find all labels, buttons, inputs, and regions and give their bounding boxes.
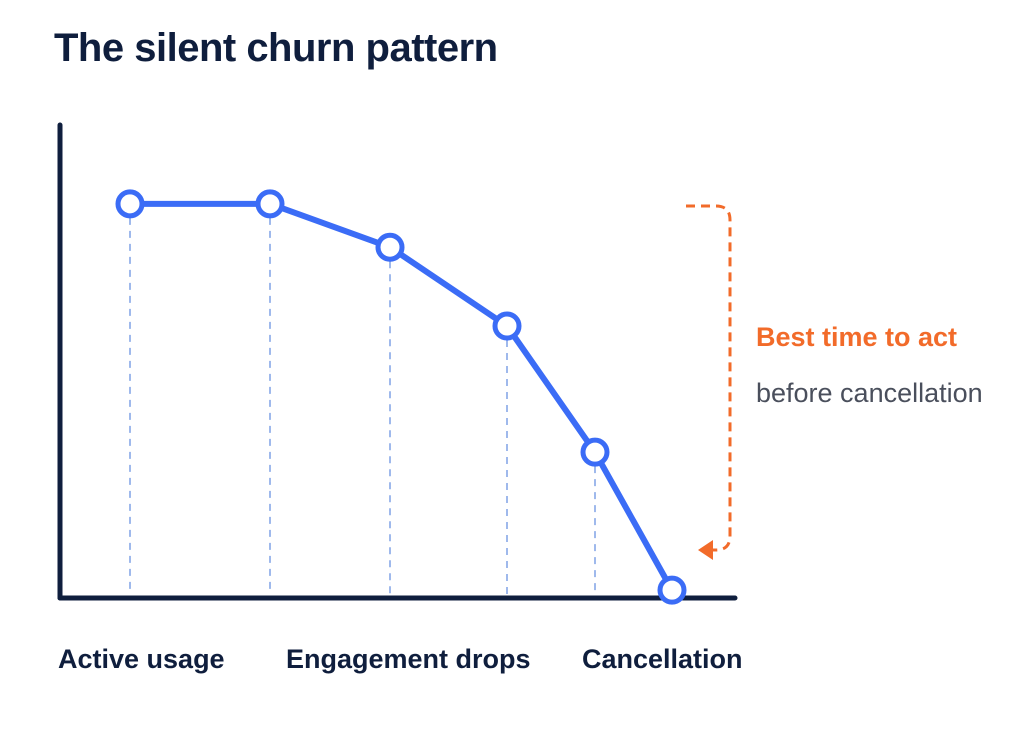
x-label-active-usage: Active usage xyxy=(58,644,225,674)
data-point-1 xyxy=(255,189,285,219)
x-label-cancellation: Cancellation xyxy=(582,644,743,674)
data-point-5 xyxy=(657,575,687,605)
x-label-engagement-drops: Engagement drops xyxy=(286,644,531,674)
annotation-subtitle: before cancellation xyxy=(756,378,983,408)
data-point-3 xyxy=(492,311,522,341)
series-line xyxy=(127,200,675,594)
data-point-4 xyxy=(580,437,610,467)
annotation-bracket xyxy=(686,204,732,552)
annotation-arrow-icon xyxy=(698,540,713,560)
chart-title: The silent churn pattern xyxy=(54,26,498,70)
data-point-0 xyxy=(115,189,145,219)
annotation-title: Best time to act xyxy=(756,322,958,352)
data-point-2 xyxy=(375,232,405,262)
